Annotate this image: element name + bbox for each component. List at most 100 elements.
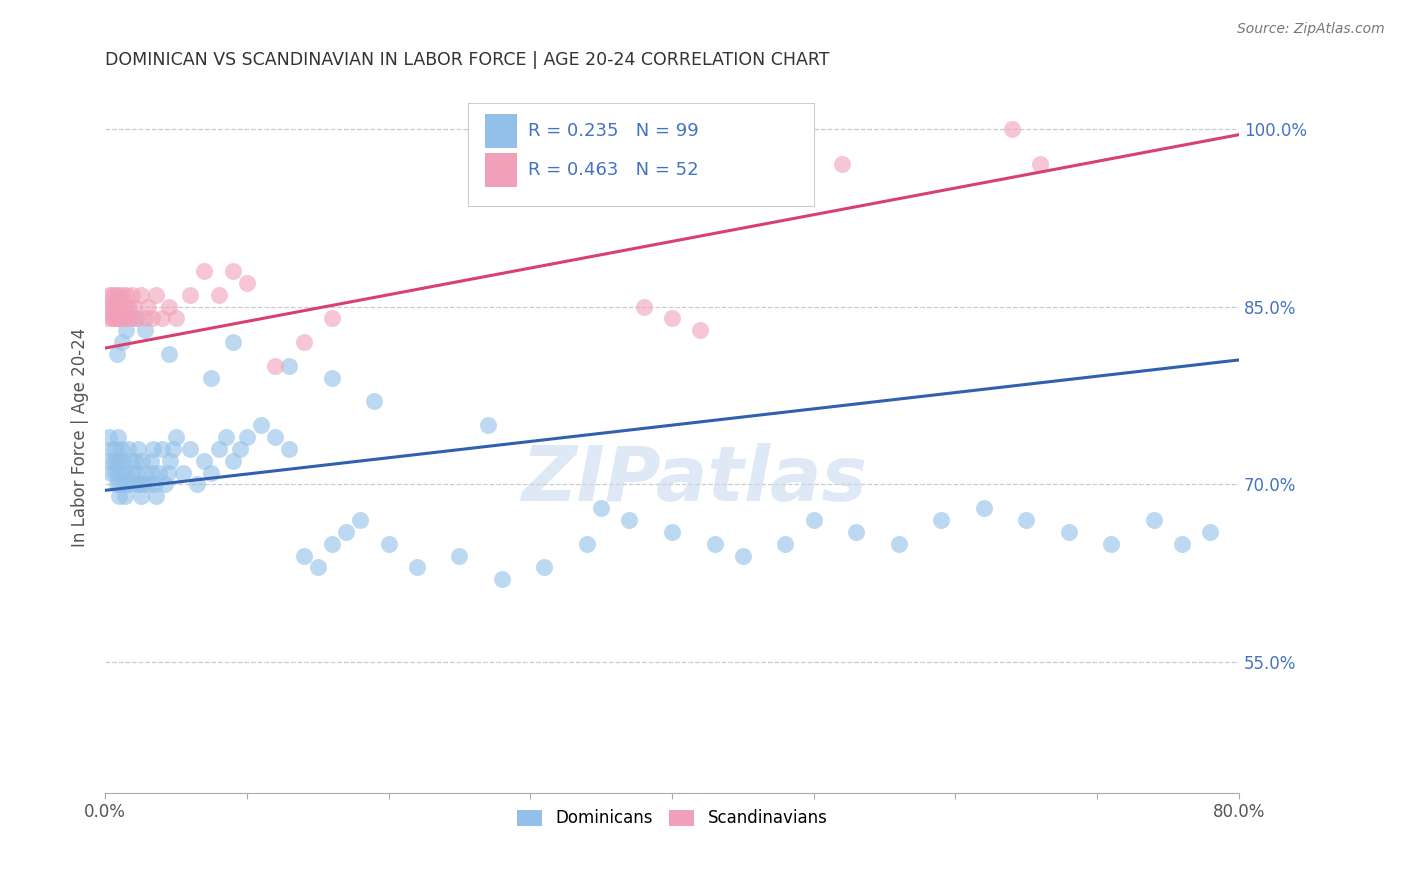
Point — [141, 311, 163, 326]
Point — [207, 287, 229, 301]
Point — [111, 335, 134, 350]
Point — [633, 300, 655, 314]
Point — [335, 524, 357, 539]
Point — [107, 287, 129, 301]
Point — [1001, 121, 1024, 136]
Point — [115, 466, 138, 480]
Point — [121, 287, 143, 301]
Point — [591, 501, 613, 516]
Point — [449, 549, 471, 563]
Point — [292, 335, 315, 350]
Point — [278, 359, 301, 373]
Point — [117, 311, 139, 326]
Point — [377, 537, 399, 551]
Point — [186, 477, 208, 491]
Point — [115, 323, 138, 337]
Point — [159, 453, 181, 467]
Point — [745, 121, 768, 136]
Point — [104, 287, 127, 301]
Point — [703, 537, 725, 551]
Point — [105, 347, 128, 361]
Point — [153, 477, 176, 491]
Point — [110, 311, 132, 326]
Point — [321, 537, 343, 551]
Point — [731, 549, 754, 563]
Point — [111, 287, 134, 301]
Point — [145, 489, 167, 503]
Point — [179, 287, 201, 301]
Point — [222, 264, 245, 278]
Point — [96, 300, 118, 314]
Point — [115, 287, 138, 301]
Point — [141, 466, 163, 480]
Legend: Dominicans, Scandinavians: Dominicans, Scandinavians — [510, 803, 834, 834]
Point — [145, 287, 167, 301]
Point — [533, 560, 555, 574]
Point — [110, 442, 132, 456]
Point — [1099, 537, 1122, 551]
Point — [349, 513, 371, 527]
Point — [104, 466, 127, 480]
Point — [619, 513, 641, 527]
Text: Source: ZipAtlas.com: Source: ZipAtlas.com — [1237, 22, 1385, 37]
Point — [929, 513, 952, 527]
Point — [150, 311, 173, 326]
Point — [136, 300, 159, 314]
Point — [775, 537, 797, 551]
Y-axis label: In Labor Force | Age 20-24: In Labor Force | Age 20-24 — [72, 327, 89, 547]
Point — [129, 489, 152, 503]
Point — [142, 442, 165, 456]
Point — [118, 477, 141, 491]
Text: R = 0.235   N = 99: R = 0.235 N = 99 — [529, 122, 699, 140]
Point — [125, 311, 148, 326]
Point — [125, 311, 148, 326]
Point — [363, 394, 385, 409]
Point — [222, 335, 245, 350]
Point — [661, 311, 683, 326]
Point — [193, 453, 215, 467]
Point — [127, 442, 149, 456]
Point — [406, 560, 429, 574]
Point — [250, 418, 273, 433]
Point — [108, 477, 131, 491]
Point — [139, 453, 162, 467]
Point — [193, 264, 215, 278]
Point — [98, 430, 121, 444]
Point — [121, 466, 143, 480]
Point — [307, 560, 329, 574]
Point — [107, 311, 129, 326]
Point — [100, 300, 122, 314]
Point — [156, 466, 179, 480]
Point — [803, 513, 825, 527]
Point — [661, 524, 683, 539]
Point — [321, 370, 343, 384]
Point — [131, 453, 153, 467]
Point — [134, 466, 156, 480]
Point — [236, 430, 259, 444]
Point — [134, 311, 156, 326]
Point — [107, 430, 129, 444]
Point — [689, 323, 711, 337]
Point — [108, 300, 131, 314]
FancyBboxPatch shape — [485, 114, 516, 148]
Point — [1171, 537, 1194, 551]
Point — [124, 453, 146, 467]
Point — [122, 477, 145, 491]
Point — [105, 453, 128, 467]
Point — [207, 442, 229, 456]
Point — [575, 537, 598, 551]
Point — [104, 442, 127, 456]
Point — [112, 477, 135, 491]
FancyBboxPatch shape — [485, 153, 516, 187]
Point — [134, 323, 156, 337]
Text: R = 0.463   N = 52: R = 0.463 N = 52 — [529, 161, 699, 179]
Text: DOMINICAN VS SCANDINAVIAN IN LABOR FORCE | AGE 20-24 CORRELATION CHART: DOMINICAN VS SCANDINAVIAN IN LABOR FORCE… — [105, 51, 830, 69]
Point — [120, 453, 142, 467]
Point — [477, 418, 499, 433]
Point — [125, 466, 148, 480]
Point — [108, 311, 131, 326]
Point — [165, 430, 187, 444]
Point — [120, 311, 142, 326]
Point — [118, 300, 141, 314]
Point — [101, 287, 124, 301]
